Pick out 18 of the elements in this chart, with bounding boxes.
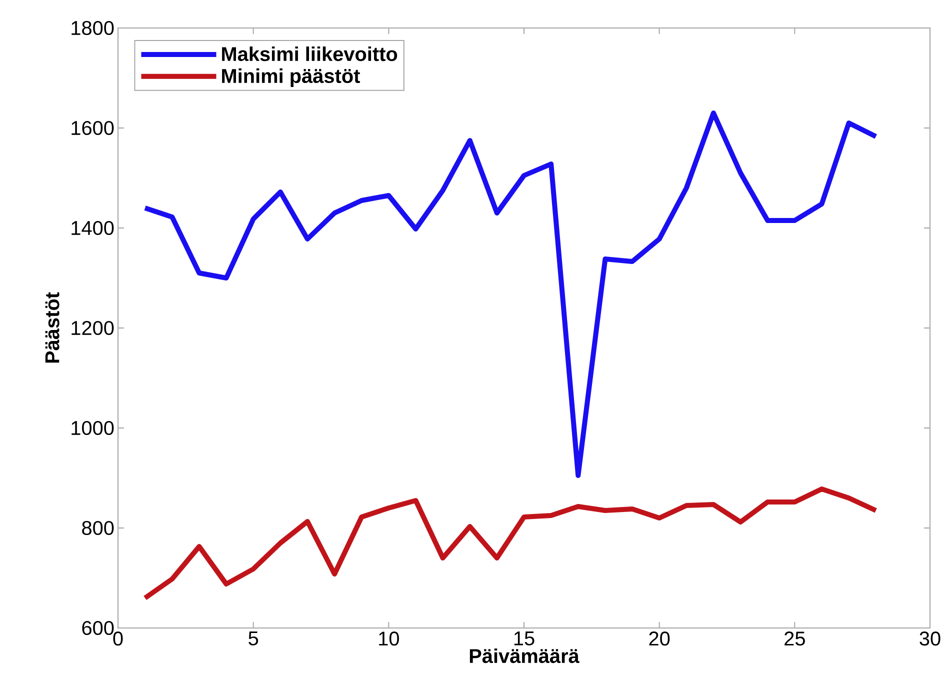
y-tick-label: 800 (82, 520, 114, 536)
x-tick-label: 15 (514, 632, 534, 646)
legend-label: Minimi päästöt (222, 68, 360, 87)
y-tick-label: 1600 (72, 120, 114, 136)
x-tick-label: 25 (784, 632, 805, 646)
y-tick-label: 1000 (72, 420, 114, 436)
legend-label: Maksimi liikevoitto (222, 46, 398, 62)
y-tick-label: 600 (82, 620, 114, 636)
x-tick-label: 10 (379, 632, 399, 646)
x-tick-label: 5 (248, 632, 258, 646)
y-tick-label: 1200 (72, 320, 114, 336)
y-tick-label: 1400 (72, 220, 114, 236)
x-tick-label: 20 (649, 632, 670, 646)
x-tick-label: 30 (920, 632, 940, 646)
x-tick-label: 0 (113, 632, 123, 646)
x-axis-title: Päivämäärä (470, 648, 580, 664)
y-axis-title: Päästöt (45, 292, 60, 363)
y-tick-label: 1800 (72, 20, 114, 36)
